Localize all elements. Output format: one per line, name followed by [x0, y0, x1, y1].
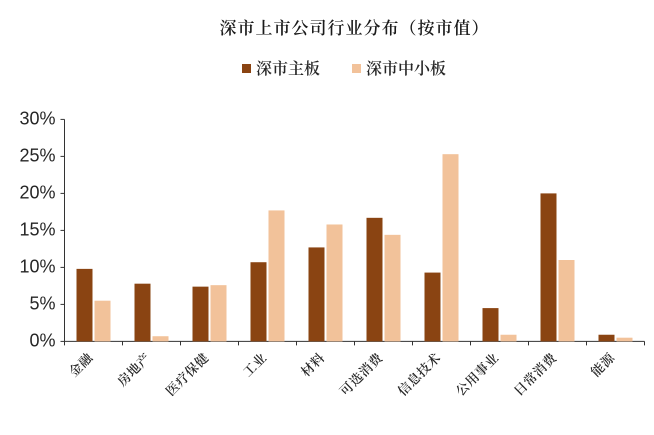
svg-text:工业: 工业	[238, 348, 271, 381]
svg-text:可选消费: 可选消费	[335, 347, 387, 399]
svg-text:20%: 20%	[19, 182, 55, 202]
svg-text:公用事业: 公用事业	[451, 348, 503, 400]
svg-text:材料: 材料	[296, 348, 329, 381]
svg-text:金融: 金融	[64, 347, 97, 380]
svg-text:医疗保健: 医疗保健	[161, 348, 213, 400]
svg-text:5%: 5%	[29, 293, 55, 313]
svg-text:10%: 10%	[19, 256, 55, 276]
svg-text:房地产: 房地产	[112, 348, 154, 390]
svg-text:信息技术: 信息技术	[393, 348, 445, 400]
svg-text:0%: 0%	[29, 330, 55, 350]
svg-text:30%: 30%	[19, 108, 55, 128]
svg-text:日常消费: 日常消费	[509, 347, 561, 399]
svg-text:能源: 能源	[586, 347, 619, 380]
svg-text:25%: 25%	[19, 145, 55, 165]
svg-text:15%: 15%	[19, 219, 55, 239]
